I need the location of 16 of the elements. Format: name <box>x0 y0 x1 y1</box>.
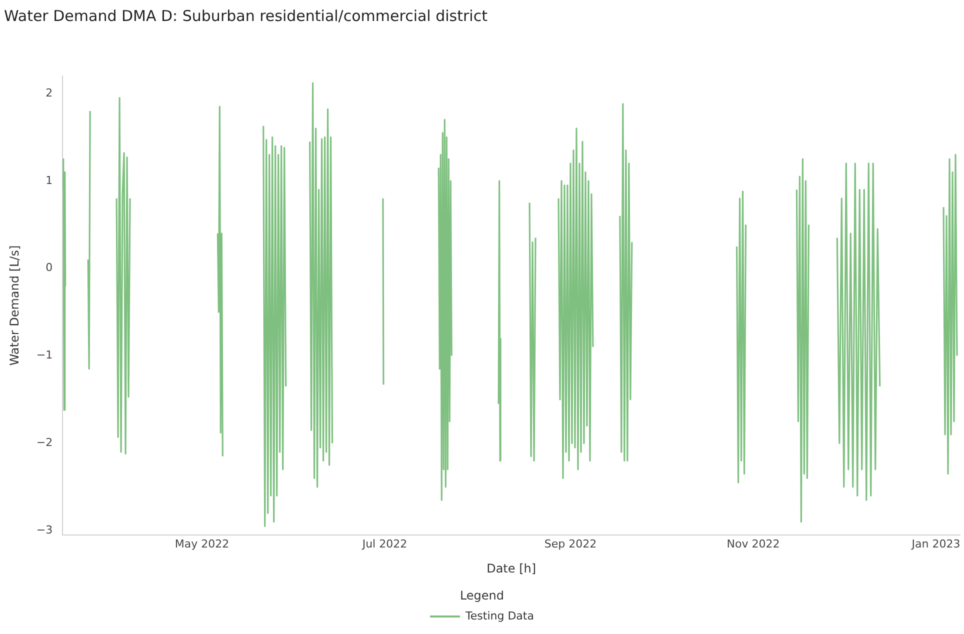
legend-label: Testing Data <box>464 609 534 622</box>
legend-title: Legend <box>460 588 504 603</box>
x-tick-label: Jul 2022 <box>361 537 408 550</box>
y-tick-label: 1 <box>46 174 53 187</box>
x-tick-label: Sep 2022 <box>544 537 597 550</box>
y-tick-label: −2 <box>36 436 53 450</box>
x-tick-label: Jan 2023 <box>910 537 960 550</box>
x-tick-label: Nov 2022 <box>726 537 780 550</box>
x-tick-label: May 2022 <box>174 537 230 550</box>
x-axis-title: Date [h] <box>486 562 536 576</box>
y-axis-title: Water Demand [L/s] <box>7 245 22 366</box>
y-tick-label: 2 <box>46 86 53 100</box>
y-tick-label: 0 <box>46 261 53 274</box>
chart-title: Water Demand DMA D: Suburban residential/commercial district <box>4 6 488 25</box>
y-tick-label: −1 <box>36 348 53 362</box>
y-tick-label: −3 <box>36 523 53 536</box>
